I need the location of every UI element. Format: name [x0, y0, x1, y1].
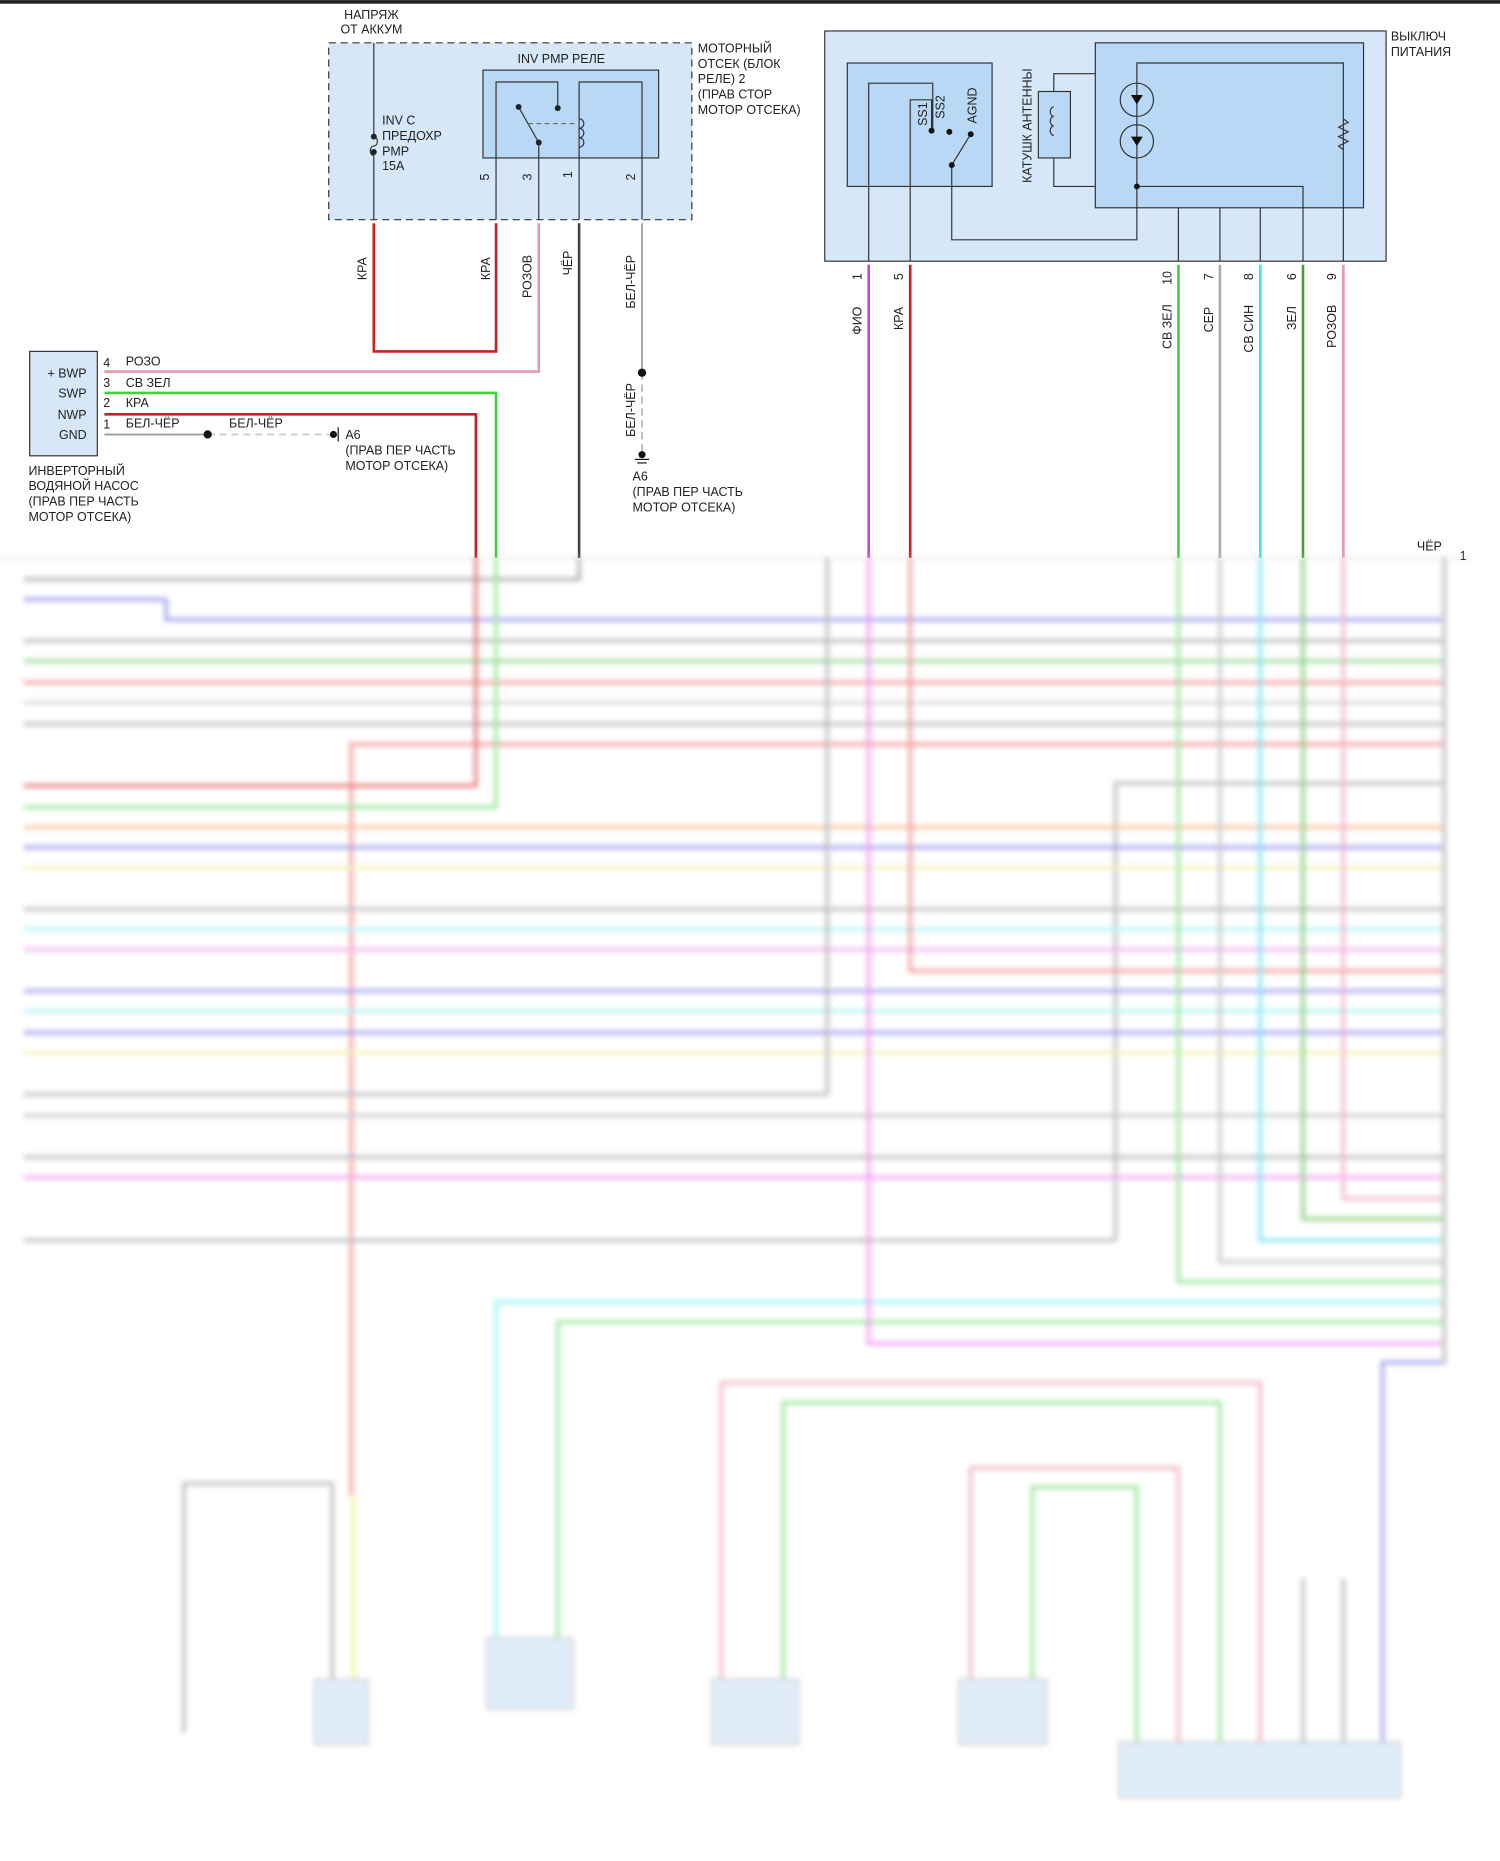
wire-label: КРА	[479, 256, 493, 280]
pump-label: ИНВЕРТОРНЫЙ	[28, 463, 124, 478]
ground-label: МОТОР ОТСЕКА)	[633, 501, 736, 515]
led-icon	[1119, 82, 1155, 118]
pin-number: 7	[1202, 273, 1216, 280]
pin-name: + BWP	[48, 366, 87, 380]
relay-location: РЕЛЕ) 2	[698, 72, 746, 86]
ground-label: МОТОР ОТСЕКА)	[345, 459, 448, 473]
ground-icon	[329, 427, 339, 442]
contact-label: SS1	[916, 102, 930, 126]
resistor-icon	[1337, 118, 1350, 151]
pin-name: SWP	[58, 387, 86, 401]
wire-label: КРА	[892, 306, 906, 330]
pin-number: 5	[892, 273, 906, 280]
pin-number: 9	[1325, 273, 1339, 280]
relay-coil-icon	[579, 118, 585, 148]
top-border	[0, 0, 1500, 4]
ground-icon	[634, 451, 650, 464]
pin-number: 10	[1160, 271, 1174, 285]
ground-label: (ПРАВ ПЕР ЧАСТЬ	[633, 485, 743, 499]
pin-number: 1	[561, 171, 575, 178]
wire-kra	[104, 412, 478, 558]
wire-label: ЗЕЛ	[1285, 306, 1299, 330]
pin-number: 1	[851, 273, 865, 280]
wire-label: БЕЛ-ЧЁР	[229, 416, 283, 430]
pin-number: 3	[103, 376, 110, 390]
led-icon	[1119, 124, 1155, 159]
relay-location: МОТОР ОТСЕКА)	[698, 103, 801, 117]
battery-label: НАПРЯЖ	[344, 8, 399, 22]
wire-kra	[372, 223, 498, 353]
wire-label: РОЗО	[126, 355, 161, 369]
pin-number: 8	[1242, 273, 1256, 280]
power-switch-label: ВЫКЛЮЧ	[1391, 29, 1446, 43]
wire-label: ЧЁР	[561, 251, 575, 276]
pin-name: GND	[59, 428, 87, 442]
relay-location: (ПРАВ СТОР	[698, 88, 772, 102]
wire-label: БЕЛ-ЧЁР	[624, 255, 638, 309]
ground-label: A6	[633, 470, 648, 484]
wire-label: КРА	[126, 396, 150, 410]
ground-label: (ПРАВ ПЕР ЧАСТЬ	[345, 444, 455, 458]
wire-label: СВ ЗЕЛ	[1160, 304, 1174, 349]
wire-label: ЧЁР	[1417, 540, 1442, 554]
wire-label: БЕЛ-ЧЁР	[126, 416, 180, 430]
wire-label: СЕР	[1202, 307, 1216, 333]
pin-number: 6	[1285, 273, 1299, 280]
fuse-label: PMP	[382, 145, 409, 159]
fuse-label: INV C	[382, 114, 415, 128]
contact-label: AGND	[966, 88, 980, 124]
pump-label: (ПРАВ ПЕР ЧАСТЬ	[28, 495, 138, 509]
pump-label: МОТОР ОТСЕКА)	[28, 510, 131, 524]
wire-label: СВ СИН	[1242, 305, 1256, 353]
wire-label: РОЗОВ	[1325, 305, 1339, 348]
wire-sv-zel	[104, 391, 498, 558]
pin-number: 2	[624, 174, 638, 181]
battery-label: ОТ АККУМ	[340, 22, 402, 36]
relay-location: МОТОРНЫЙ	[698, 40, 772, 55]
pin-number: 1	[1460, 549, 1467, 563]
wire-label: БЕЛ-ЧЁР	[624, 383, 638, 437]
fuse-label: ПРЕДОХР	[382, 129, 442, 143]
wire-label: КРА	[356, 256, 370, 280]
relay-box	[482, 69, 660, 159]
relay-location: ОТСЕК (БЛОК	[698, 57, 781, 71]
switch-circuit	[868, 62, 1344, 262]
ground-label: A6	[345, 428, 360, 442]
power-switch-wires	[867, 264, 1345, 558]
wire-rozov	[104, 223, 541, 373]
wire-label: СВ ЗЕЛ	[126, 376, 171, 390]
fuse-label: 15A	[382, 159, 405, 173]
pin-number: 1	[103, 418, 110, 432]
contact-label: SS2	[934, 95, 948, 119]
pump-label: ВОДЯНОЙ НАСОС	[28, 478, 138, 493]
relay-title: INV PMP РЕЛЕ	[518, 52, 606, 66]
inverter-pump-box	[29, 350, 98, 457]
pin-number: 2	[103, 396, 110, 410]
wire-label: ФИО	[851, 306, 865, 334]
pin-number: 4	[103, 356, 110, 370]
antenna-coil-icon	[1037, 90, 1072, 159]
pin-number: 5	[478, 174, 492, 181]
power-switch-label: ПИТАНИЯ	[1391, 45, 1451, 59]
pin-name: NWP	[58, 408, 87, 422]
pin-number: 3	[521, 174, 535, 181]
harness-section-blurred	[0, 557, 1472, 1799]
coil-label: КАТУШК АНТЕННЫ	[1020, 68, 1034, 182]
wire-label: РОЗОВ	[521, 255, 535, 298]
